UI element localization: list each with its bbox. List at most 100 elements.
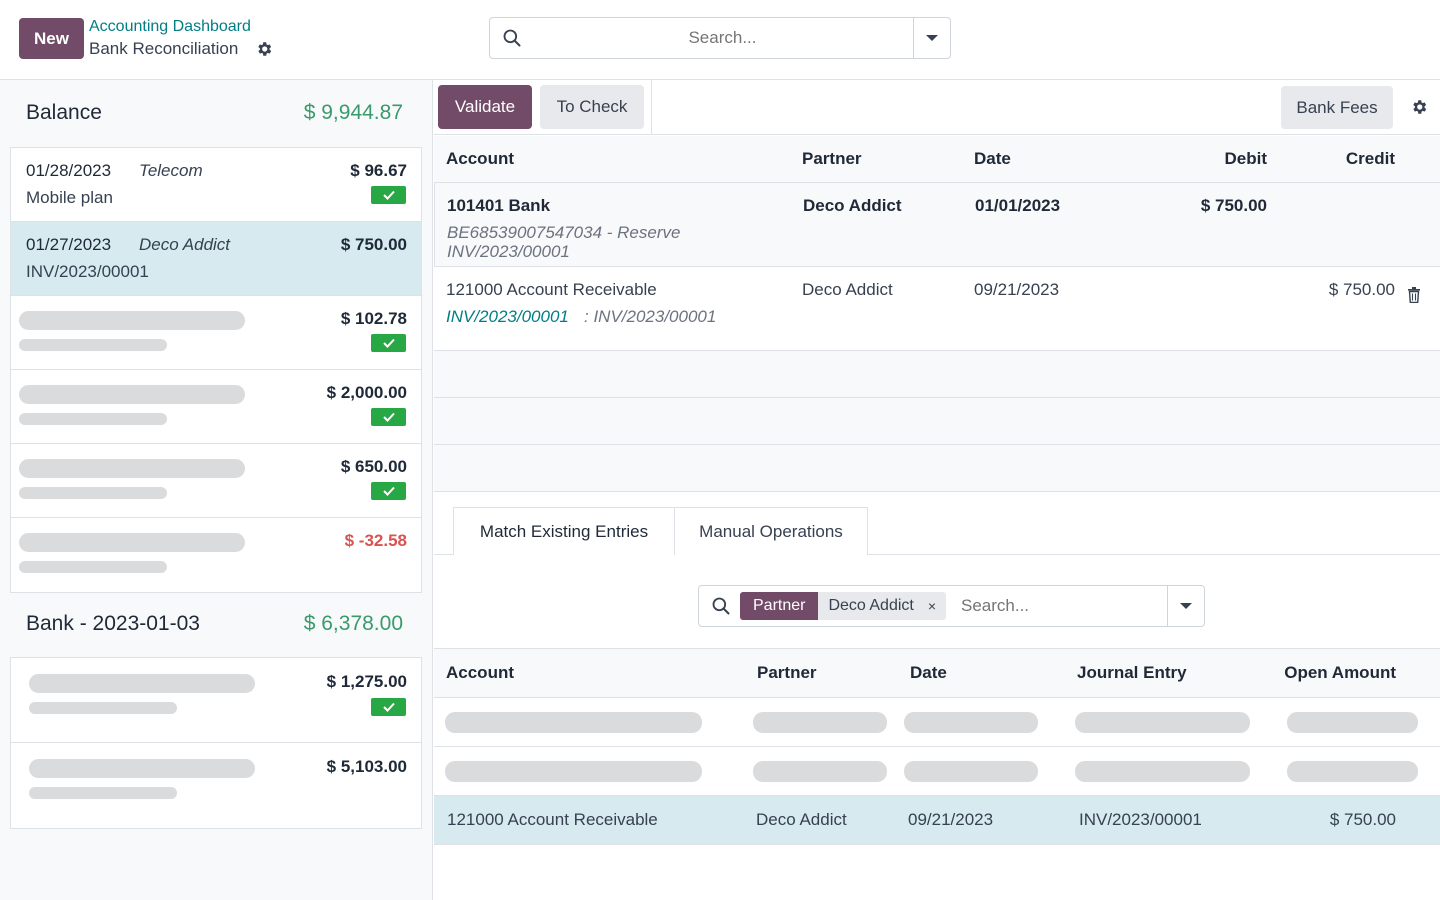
gear-icon[interactable] — [1410, 98, 1428, 116]
search-options-toggle[interactable] — [913, 18, 950, 58]
loading-placeholder — [19, 339, 167, 351]
header-debit: Debit — [1224, 149, 1268, 168]
transaction-card[interactable]: 01/28/2023 Telecom Mobile plan $ 96.67 — [11, 148, 421, 222]
lines-table-header: Account Partner Date Debit Credit — [434, 136, 1440, 183]
search-facet: Partner Deco Addict × — [740, 592, 947, 620]
search-options-toggle[interactable] — [1167, 586, 1204, 626]
loading-placeholder — [1075, 712, 1250, 733]
search-icon[interactable] — [502, 28, 522, 48]
invoice-link[interactable]: INV/2023/00001 — [446, 307, 569, 326]
loading-placeholder — [29, 702, 177, 714]
loading-placeholder — [19, 533, 245, 552]
transaction-label: Mobile plan — [26, 188, 113, 207]
transaction-card[interactable]: $ 102.78 — [11, 296, 421, 370]
transaction-card[interactable]: $ 2,000.00 — [11, 370, 421, 444]
statement-amount: $ 6,378.00 — [303, 612, 403, 635]
amls-table-header: Account Partner Date Journal Entry Open … — [434, 648, 1440, 698]
transaction-amount: $ 96.67 — [350, 161, 407, 180]
transaction-amount: $ 5,103.00 — [326, 757, 407, 776]
loading-placeholder — [19, 385, 245, 404]
table-row[interactable] — [434, 747, 1440, 796]
header-partner: Partner — [802, 149, 862, 168]
header-open-amount[interactable]: Open Amount — [1284, 663, 1396, 682]
table-row-selected[interactable]: 121000 Account Receivable Deco Addict 09… — [434, 796, 1440, 845]
loading-placeholder — [904, 712, 1038, 733]
search-icon[interactable] — [711, 596, 731, 616]
breadcrumb-accounting-dashboard[interactable]: Accounting Dashboard — [89, 18, 251, 35]
statement-header-balance[interactable]: Balance $ 9,944.87 — [0, 80, 433, 146]
transaction-partner: Deco Addict — [139, 235, 231, 254]
loading-placeholder — [19, 413, 167, 425]
line-account: 101401 Bank — [447, 196, 551, 215]
line-partner: Deco Addict — [802, 280, 893, 299]
trash-icon[interactable] — [1407, 287, 1421, 303]
empty-line-row — [434, 398, 1440, 445]
search-bar — [489, 17, 951, 59]
validate-button[interactable]: Validate — [438, 85, 532, 129]
check-icon — [371, 482, 406, 500]
memo-line-2: INV/2023/00001 — [447, 242, 570, 261]
loading-placeholder — [1075, 761, 1250, 782]
loading-placeholder — [904, 761, 1038, 782]
loading-placeholder — [1287, 761, 1418, 782]
transaction-card[interactable]: $ 5,103.00 — [11, 743, 421, 828]
transaction-amount: $ 750.00 — [340, 235, 407, 254]
search-input[interactable] — [530, 18, 915, 58]
check-icon — [371, 408, 406, 426]
line-credit: $ 750.00 — [1328, 280, 1395, 299]
notebook-tabs: Match Existing Entries Manual Operations — [434, 507, 1440, 555]
aml-partner: Deco Addict — [756, 810, 847, 829]
empty-line-row — [434, 351, 1440, 398]
header-partner[interactable]: Partner — [757, 663, 817, 682]
header-date: Date — [974, 149, 1011, 168]
table-row[interactable] — [434, 698, 1440, 747]
line-date: 01/01/2023 — [975, 196, 1061, 215]
statement-header-bank[interactable]: Bank - 2023-01-03 $ 6,378.00 — [0, 591, 433, 657]
aml-journal-entry: INV/2023/00001 — [1079, 810, 1202, 829]
breadcrumb-current: Bank Reconciliation — [89, 39, 239, 58]
loading-placeholder — [753, 761, 887, 782]
statement-amount: $ 9,944.87 — [303, 101, 403, 124]
statement-title: Bank - 2023-01-03 — [26, 612, 200, 635]
header-account[interactable]: Account — [446, 663, 514, 682]
aml-open-amount: $ 750.00 — [1329, 810, 1396, 829]
tab-match-existing-entries[interactable]: Match Existing Entries — [453, 507, 675, 555]
transaction-label: INV/2023/00001 — [26, 262, 149, 281]
line-row-receivable[interactable]: 121000 Account Receivable Deco Addict 09… — [434, 267, 1440, 351]
transaction-card[interactable]: $ 650.00 — [11, 444, 421, 518]
aml-account: 121000 Account Receivable — [447, 810, 658, 829]
loading-placeholder — [29, 759, 255, 778]
transaction-partner: Telecom — [139, 161, 203, 180]
to-check-button[interactable]: To Check — [540, 85, 644, 129]
header-date[interactable]: Date — [910, 663, 947, 682]
check-icon — [371, 334, 406, 352]
transaction-amount: $ 102.78 — [340, 309, 407, 328]
loading-placeholder — [445, 712, 702, 733]
tab-manual-operations[interactable]: Manual Operations — [674, 507, 868, 555]
bank-statement-panel: Balance $ 9,944.87 01/28/2023 Telecom Mo… — [0, 80, 433, 900]
transaction-amount: $ 1,275.00 — [326, 672, 407, 691]
check-icon — [371, 698, 406, 716]
remove-facet-icon[interactable]: × — [923, 592, 947, 620]
control-panel: New Accounting Dashboard Bank Reconcilia… — [0, 0, 1440, 80]
line-partner: Deco Addict — [803, 196, 902, 215]
loading-placeholder — [29, 674, 255, 693]
match-search-input[interactable] — [961, 586, 1161, 626]
new-button[interactable]: New — [19, 18, 84, 59]
transaction-amount: $ 650.00 — [340, 457, 407, 476]
bank-fees-button[interactable]: Bank Fees — [1281, 86, 1393, 129]
check-icon — [371, 186, 406, 204]
aml-date: 09/21/2023 — [908, 810, 994, 829]
transaction-card[interactable]: $ -32.58 — [11, 518, 421, 592]
loading-placeholder — [19, 561, 167, 573]
transaction-date: 01/27/2023 — [26, 235, 112, 254]
gear-icon[interactable] — [255, 40, 273, 58]
header-account: Account — [446, 149, 514, 168]
loading-placeholder — [19, 311, 245, 330]
transaction-card-selected[interactable]: 01/27/2023 Deco Addict INV/2023/00001 $ … — [11, 222, 421, 296]
line-row-bank[interactable]: 101401 Bank Deco Addict 01/01/2023 $ 750… — [434, 183, 1440, 267]
loading-placeholder — [29, 787, 177, 799]
header-journal-entry[interactable]: Journal Entry — [1077, 663, 1187, 682]
transaction-card[interactable]: $ 1,275.00 — [11, 658, 421, 743]
caret-down-icon — [1180, 603, 1192, 609]
